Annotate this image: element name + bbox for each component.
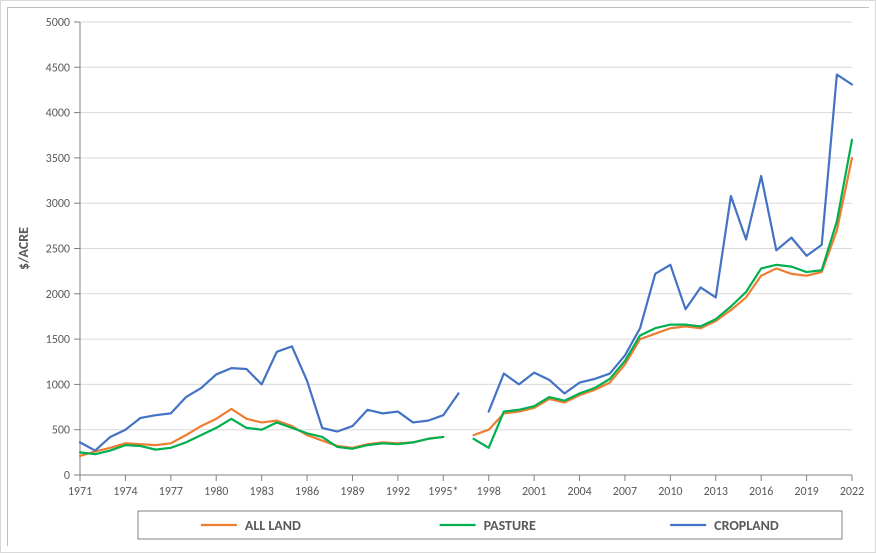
- x-tick-label: 1989: [340, 485, 364, 499]
- x-tick-label: 2013: [704, 485, 728, 499]
- x-tick-label: 1986: [295, 485, 319, 499]
- x-tick-label: 1995*: [428, 485, 458, 499]
- x-tick-label: 1992: [386, 485, 410, 499]
- x-tick-label: 1980: [204, 485, 228, 499]
- legend-label: CROPLAND: [714, 517, 779, 534]
- chart-outer-frame: 0 500 1000 1500 2000 2500 3000 3500 4000 4500 5000…: [0, 0, 876, 553]
- y-tick-label: 5000: [46, 16, 70, 30]
- y-tick-label: 500: [52, 424, 70, 438]
- y-tick-label: 4000: [46, 107, 70, 121]
- chart-inner-frame: 0 500 1000 1500 2000 2500 3000 3500 4000 4500 5000…: [7, 7, 869, 546]
- x-tick-label: 2001: [522, 485, 546, 499]
- x-tick-label: 1977: [159, 485, 183, 499]
- y-tick-label: 1500: [46, 333, 70, 347]
- x-tick-label: 2010: [658, 485, 682, 499]
- legend-label: ALL LAND: [245, 517, 301, 534]
- x-tick-label: 1998: [477, 485, 501, 499]
- y-tick-label: 1000: [46, 378, 70, 392]
- x-tick-label: 1983: [249, 485, 273, 499]
- x-tick-label: 2016: [749, 485, 773, 499]
- y-axis-label: $/ACRE: [15, 227, 32, 270]
- y-tick-label: 0: [64, 469, 70, 483]
- x-tick-label: 2007: [613, 485, 637, 499]
- y-tick-label: 2000: [46, 288, 70, 302]
- x-tick-label: 1974: [113, 485, 137, 499]
- x-tick-label: 2022: [840, 485, 864, 499]
- y-tick-label: 3000: [46, 197, 70, 211]
- y-tick-label: 2500: [46, 243, 70, 257]
- x-tick-label: 1971: [68, 485, 92, 499]
- x-tick-label: 2019: [794, 485, 818, 499]
- legend-label: PASTURE: [484, 517, 536, 534]
- y-tick-label: 4500: [46, 61, 70, 75]
- line-chart: 0 500 1000 1500 2000 2500 3000 3500 4000 4500 5000…: [8, 8, 870, 547]
- x-tick-label: 2004: [567, 485, 591, 499]
- y-tick-label: 3500: [46, 152, 70, 166]
